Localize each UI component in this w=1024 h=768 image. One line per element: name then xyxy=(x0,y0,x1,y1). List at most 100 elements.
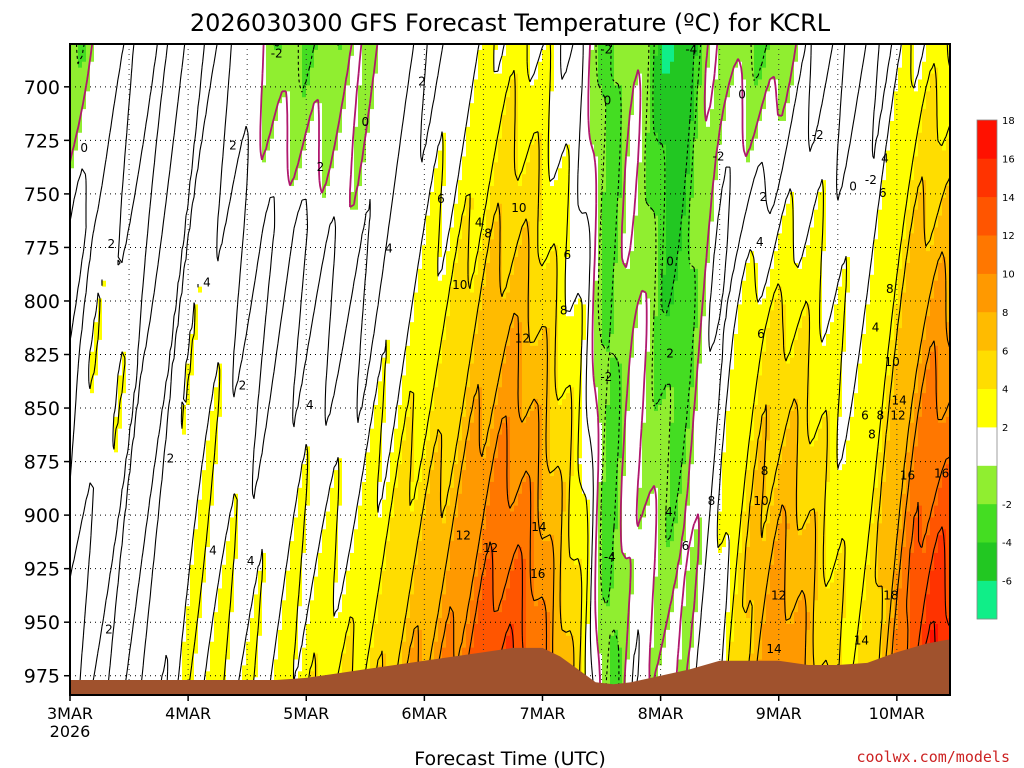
field-cell xyxy=(762,541,767,625)
field-cell xyxy=(262,162,267,554)
field-cell xyxy=(746,44,751,163)
field-cell xyxy=(530,410,535,483)
field-cell xyxy=(514,558,519,695)
field-cell xyxy=(806,523,811,613)
field-cell xyxy=(834,304,839,572)
field-cell xyxy=(366,452,371,672)
field-cell xyxy=(662,647,667,695)
contour-label: 2 xyxy=(760,190,768,204)
field-cell xyxy=(618,647,623,695)
field-cell xyxy=(574,304,579,566)
field-cell xyxy=(654,576,659,684)
field-cell xyxy=(542,541,547,601)
field-cell xyxy=(582,304,587,341)
field-cell xyxy=(478,552,483,601)
field-cell xyxy=(414,564,419,631)
field-cell xyxy=(826,481,831,590)
field-cell xyxy=(562,511,567,631)
field-cell xyxy=(290,186,295,542)
field-cell xyxy=(818,191,823,430)
field-cell xyxy=(786,44,791,104)
field-cell xyxy=(218,363,223,418)
x-tick-label: 6MAR xyxy=(401,704,447,723)
field-cell xyxy=(894,304,899,365)
field-cell xyxy=(410,594,415,649)
field-cell xyxy=(550,476,555,536)
field-cell xyxy=(930,570,935,631)
y-tick-label: 900 xyxy=(24,505,60,527)
contour-label: 8 xyxy=(560,304,568,318)
field-cell xyxy=(894,363,899,572)
field-cell xyxy=(162,44,167,695)
field-cell xyxy=(938,215,943,264)
field-cell xyxy=(522,44,527,175)
field-cell xyxy=(126,44,131,695)
field-cell xyxy=(882,180,887,412)
field-cell xyxy=(738,304,743,554)
field-cell xyxy=(382,499,387,572)
field-cell xyxy=(546,328,551,542)
field-cell xyxy=(774,541,779,695)
field-cell xyxy=(942,476,947,530)
field-cell xyxy=(554,44,559,181)
field-cell xyxy=(758,44,763,81)
field-cell xyxy=(550,44,555,92)
field-cell xyxy=(890,44,895,122)
field-cell xyxy=(666,44,671,75)
field-cell xyxy=(746,618,751,695)
field-cell xyxy=(834,570,839,695)
field-cell xyxy=(90,393,95,695)
field-cell xyxy=(498,203,503,388)
field-cell xyxy=(246,641,251,695)
field-cell xyxy=(546,612,551,678)
field-cell xyxy=(570,316,575,388)
field-cell xyxy=(546,262,551,329)
field-cell xyxy=(394,44,399,430)
field-cell xyxy=(906,511,911,684)
field-cell xyxy=(362,481,367,695)
field-cell xyxy=(742,79,747,282)
field-cell xyxy=(74,44,79,152)
field-cell xyxy=(314,103,319,578)
field-cell xyxy=(738,61,743,305)
field-cell xyxy=(914,156,919,211)
colorbar-label: 18 xyxy=(1002,116,1015,127)
field-cell xyxy=(286,570,291,695)
field-cell xyxy=(374,73,379,406)
contour-label: 0 xyxy=(849,179,857,193)
field-cell xyxy=(634,215,639,329)
field-cell xyxy=(406,416,411,619)
field-cell xyxy=(474,79,479,276)
contour-label: 12 xyxy=(515,331,530,345)
field-cell xyxy=(230,44,235,519)
field-cell xyxy=(782,446,787,507)
field-cell xyxy=(498,434,503,613)
field-cell xyxy=(582,339,587,495)
field-cell xyxy=(706,44,711,69)
field-cell xyxy=(858,363,863,631)
field-cell xyxy=(586,623,591,695)
x-tick-label: 5MAR xyxy=(283,704,329,723)
field-cell xyxy=(890,399,895,619)
field-cell xyxy=(494,162,499,223)
field-cell xyxy=(522,422,527,483)
field-cell xyxy=(630,357,635,560)
y-tick-label: 750 xyxy=(24,184,60,206)
contour-label: 14 xyxy=(892,394,907,408)
field-cell xyxy=(574,44,579,305)
field-cell xyxy=(370,44,375,110)
field-cell xyxy=(814,600,819,672)
field-cell xyxy=(478,251,483,311)
x-tick-label: 10MAR xyxy=(869,704,925,723)
field-cell xyxy=(758,79,763,122)
field-cell xyxy=(918,505,923,649)
field-cell xyxy=(482,576,487,695)
field-cell xyxy=(698,517,703,566)
field-cell xyxy=(942,257,947,424)
field-cell xyxy=(282,600,287,695)
field-cell xyxy=(450,612,455,695)
field-cell xyxy=(630,44,635,116)
field-cell xyxy=(910,180,915,234)
field-cell xyxy=(342,44,347,110)
field-cell xyxy=(390,44,395,453)
